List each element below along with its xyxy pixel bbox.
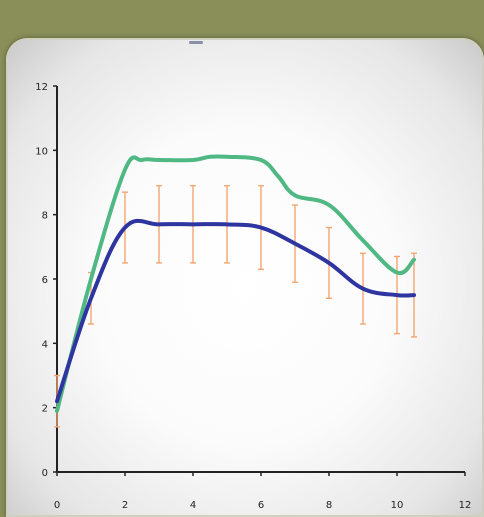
series-line-1 [55,154,416,413]
series-line-2 [55,218,416,404]
y-tick-label: 4 [42,339,48,350]
x-tick-label: 8 [326,500,332,511]
x-tick-label: 2 [122,500,128,511]
x-tick-label: 0 [54,500,60,511]
tick-labels: 0 2 4 6 8 10 12 0 2 4 6 8 10 12 [35,82,471,511]
x-tick-label: 12 [459,500,472,511]
y-tick-label: 10 [35,146,48,157]
y-tick-label: 12 [35,82,48,93]
y-tick-label: 6 [42,275,48,286]
axes [53,85,466,476]
x-tick-label: 10 [391,500,404,511]
x-tick-label: 4 [190,500,196,511]
y-tick-label: 0 [42,468,48,479]
y-tick-label: 2 [42,404,48,415]
chart-panel [6,38,484,517]
x-tick-label: 6 [258,500,264,511]
panel-handle [189,41,203,44]
series-lines [55,154,416,413]
y-tick-label: 8 [42,211,48,222]
